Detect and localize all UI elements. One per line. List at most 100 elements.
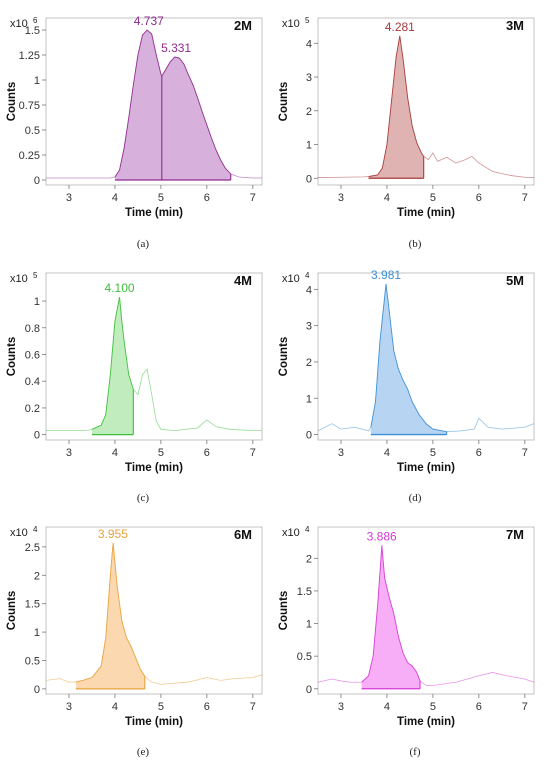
x-tick-label: 7 — [522, 192, 528, 204]
x-axis-title: Time (min) — [397, 207, 455, 219]
x-tick-label: 7 — [250, 447, 256, 459]
y-tick-label: 1.5 — [297, 586, 312, 598]
peak-outline — [361, 545, 421, 683]
panel-caption: (b) — [409, 238, 422, 250]
peak-label: 5.331 — [161, 41, 191, 55]
y-tick-label: 4 — [306, 38, 312, 50]
x-tick-label: 3 — [338, 701, 344, 713]
x-tick-label: 5 — [430, 701, 436, 713]
y-tick-label: 0 — [34, 175, 40, 187]
x-tick-label: 7 — [250, 701, 256, 713]
panel-caption: (d) — [409, 492, 422, 504]
peak-area — [368, 35, 424, 179]
chromatogram-trace — [317, 283, 535, 433]
y-axis-title: Counts — [6, 337, 18, 377]
y-tick-label: 2.5 — [25, 542, 40, 554]
peak-outline — [114, 29, 232, 178]
panel-caption: (c) — [137, 492, 150, 504]
y-tick-label: 4 — [306, 284, 312, 296]
peak-label: 4.100 — [105, 281, 135, 295]
y-axis-title: Counts — [278, 337, 290, 377]
x-tick-label: 5 — [430, 192, 436, 204]
y-axis-title: Counts — [278, 82, 290, 122]
y-multiplier: x10 — [10, 18, 28, 30]
plot-frame — [45, 17, 263, 186]
y-multiplier: x10 — [282, 527, 300, 539]
y-tick-label: 1 — [34, 296, 40, 308]
x-tick-label: 4 — [112, 192, 118, 204]
chromatogram-panel: 0 0.5 1 1.5 2 3 4 5 6 7 3.886 x10 4 7M Time (min) Count… — [278, 525, 535, 758]
panel-title: 7M — [506, 527, 524, 542]
panel-title: 4M — [234, 273, 252, 288]
y-tick-label: 0 — [306, 173, 312, 185]
plot-frame — [317, 526, 535, 695]
x-tick-label: 5 — [158, 192, 164, 204]
x-tick-label: 6 — [204, 701, 210, 713]
x-tick-label: 3 — [66, 192, 72, 204]
peak-outline — [75, 542, 146, 683]
panel-caption: (f) — [410, 746, 421, 758]
peak-label: 3.981 — [371, 268, 401, 282]
x-tick-label: 5 — [158, 447, 164, 459]
panel-title: 6M — [234, 527, 252, 542]
chromatogram-trace — [46, 296, 262, 432]
peak-label: 4.737 — [134, 14, 164, 28]
peak-label: 3.886 — [367, 529, 397, 543]
x-tick-label: 5 — [158, 701, 164, 713]
y-axis-title: Counts — [6, 82, 18, 122]
x-axis-title: Time (min) — [125, 462, 183, 474]
y-multiplier-exponent: 6 — [33, 16, 38, 25]
y-tick-label: 1 — [34, 627, 40, 639]
y-tick-label: 3 — [306, 72, 312, 84]
y-tick-label: 2 — [306, 553, 312, 565]
y-multiplier-exponent: 5 — [305, 16, 310, 25]
peak-outline — [368, 35, 425, 178]
peak-area — [114, 30, 231, 180]
x-tick-label: 6 — [476, 192, 482, 204]
y-tick-label: 1 — [34, 75, 40, 87]
y-tick-label: 2 — [306, 357, 312, 369]
x-tick-label: 6 — [204, 192, 210, 204]
y-axis-title: Counts — [278, 591, 290, 631]
x-tick-label: 6 — [204, 447, 210, 459]
y-multiplier: x10 — [10, 273, 28, 285]
y-multiplier: x10 — [282, 273, 300, 285]
x-tick-label: 3 — [338, 192, 344, 204]
peak-outline — [370, 283, 447, 433]
y-tick-label: 0.2 — [25, 403, 40, 415]
x-tick-label: 5 — [430, 447, 436, 459]
plot-frame — [317, 17, 535, 186]
y-tick-label: 0.5 — [297, 651, 312, 663]
peak-area — [75, 542, 145, 689]
peak-outline — [91, 296, 134, 430]
y-tick-label: 0.25 — [19, 150, 40, 162]
panel-title: 2M — [234, 18, 252, 33]
x-tick-label: 7 — [250, 192, 256, 204]
chromatogram-panel: 0 1 2 3 4 3 4 5 6 7 4.281 x10 5 3M Time (min) Counts (b) — [278, 16, 535, 250]
x-tick-label: 7 — [522, 701, 528, 713]
x-axis-title: Time (min) — [397, 462, 455, 474]
y-tick-label: 0 — [34, 684, 40, 696]
x-tick-label: 3 — [66, 701, 72, 713]
y-tick-label: 0.75 — [19, 100, 40, 112]
chromatogram-panel: 0 0.5 1 1.5 2 2.5 3 4 5 6 7 3.955 x10 4 6M Time (min) Co… — [6, 525, 263, 758]
y-multiplier-exponent: 5 — [33, 271, 38, 280]
y-axis-title: Counts — [6, 591, 18, 631]
panel-caption: (a) — [137, 238, 150, 250]
chromatogram-panel: 0 0.2 0.4 0.6 0.8 1 3 4 5 6 7 4.100 x10 5 4M Time (min)… — [6, 271, 263, 504]
y-tick-label: 2 — [34, 570, 40, 582]
x-tick-label: 4 — [112, 701, 118, 713]
panel-caption: (e) — [137, 746, 150, 758]
y-multiplier: x10 — [282, 18, 300, 30]
y-tick-label: 1.25 — [19, 50, 40, 62]
y-multiplier-exponent: 4 — [33, 525, 38, 534]
chromatogram-trace — [317, 545, 535, 686]
peak-area — [361, 545, 421, 689]
y-multiplier: x10 — [10, 527, 28, 539]
plot-frame — [317, 272, 535, 441]
peak-label: 3.955 — [98, 527, 128, 541]
peak-area — [370, 283, 447, 435]
y-tick-label: 0.8 — [25, 323, 40, 335]
y-tick-label: 1.5 — [25, 25, 40, 37]
